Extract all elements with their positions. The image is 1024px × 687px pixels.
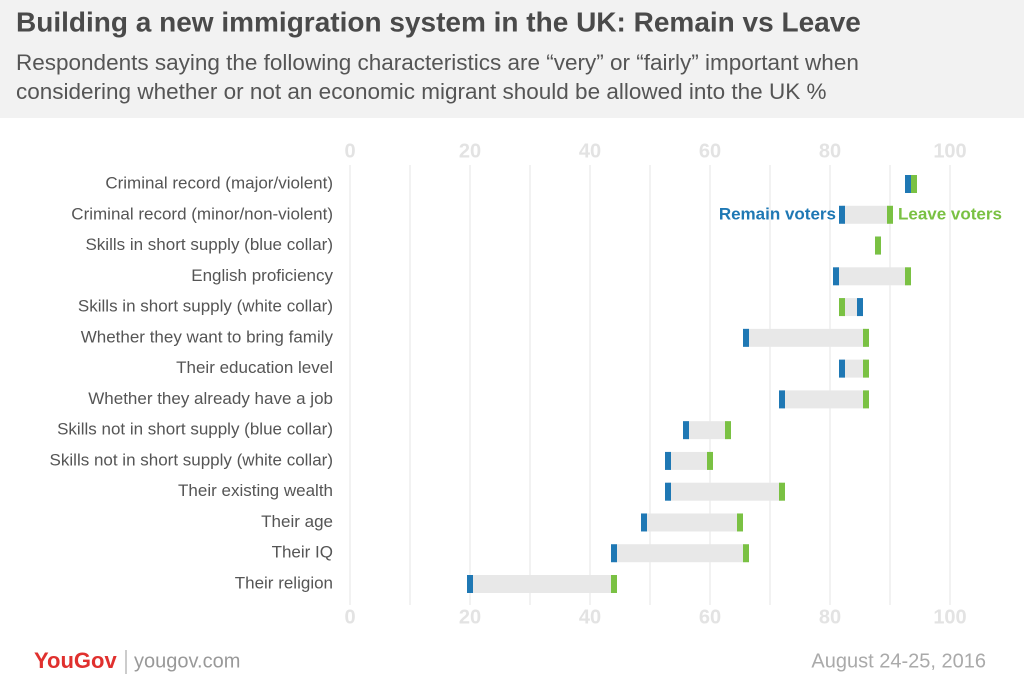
y-tick-label: Skills not in short supply (blue collar): [57, 420, 333, 439]
x-tick-label: 100: [933, 140, 966, 162]
range-band: [836, 267, 908, 286]
legend-label: Leave voters: [898, 204, 1002, 223]
marker: [833, 267, 839, 286]
y-tick-label: Their education level: [176, 358, 333, 377]
x-tick-label: 0: [344, 140, 355, 162]
marker: [905, 175, 911, 193]
y-tick-label: Criminal record (minor/non-violent): [71, 204, 333, 223]
site-link: yougov.com: [134, 650, 240, 672]
marker: [905, 267, 911, 286]
marker: [611, 575, 617, 593]
x-tick-label: 40: [579, 606, 601, 628]
y-tick-label: Their IQ: [272, 543, 333, 562]
range-band: [614, 544, 746, 563]
x-tick-label: 20: [459, 606, 481, 628]
y-tick-label: Their religion: [235, 573, 333, 592]
y-tick-label: Skills not in short supply (white collar…: [50, 450, 333, 469]
marker: [737, 513, 743, 532]
marker: [839, 359, 845, 378]
x-tick-label: 100: [933, 606, 966, 628]
marker: [611, 544, 617, 563]
marker: [887, 205, 893, 224]
range-band: [668, 482, 782, 501]
marker: [863, 328, 869, 347]
range-band: [470, 575, 614, 593]
y-tick-label: Skills in short supply (blue collar): [85, 235, 333, 254]
date: August 24-25, 2016: [811, 650, 986, 672]
marker: [779, 390, 785, 409]
x-tick-label: 20: [459, 140, 481, 162]
marker: [911, 175, 917, 193]
marker: [863, 359, 869, 378]
y-tick-label: English proficiency: [191, 266, 333, 285]
y-tick-label: Whether they already have a job: [88, 389, 333, 408]
marker: [683, 421, 689, 440]
y-tick-label: Their existing wealth: [178, 481, 333, 500]
y-tick-label: Skills in short supply (white collar): [78, 297, 333, 316]
x-tick-label: 60: [699, 606, 721, 628]
x-tick-label: 40: [579, 140, 601, 162]
marker: [839, 298, 845, 317]
marker: [665, 451, 671, 470]
range-band: [782, 390, 866, 409]
x-tick-label: 80: [819, 140, 841, 162]
range-band: [746, 328, 866, 347]
header-band: [0, 0, 1024, 118]
range-band: [842, 359, 866, 378]
brand-logo: YouGov: [34, 648, 117, 673]
x-tick-label: 0: [344, 606, 355, 628]
marker: [875, 236, 881, 255]
marker: [839, 205, 845, 224]
marker: [863, 390, 869, 409]
range-band: [842, 205, 890, 224]
marker: [743, 328, 749, 347]
x-tick-label: 80: [819, 606, 841, 628]
chart-title: Building a new immigration system in the…: [16, 6, 861, 37]
y-tick-label: Whether they want to bring family: [81, 327, 334, 346]
marker: [665, 482, 671, 501]
marker: [641, 513, 647, 532]
range-band: [644, 513, 740, 532]
marker: [857, 298, 863, 317]
x-tick-label: 60: [699, 140, 721, 162]
marker: [743, 544, 749, 563]
chart-subtitle: Respondents saying the following charact…: [16, 50, 859, 75]
range-band: [686, 421, 728, 440]
marker: [725, 421, 731, 440]
range-band: [668, 451, 710, 470]
range-band: [842, 298, 860, 317]
y-tick-label: Their age: [261, 512, 333, 531]
marker: [467, 575, 473, 593]
marker: [779, 482, 785, 501]
marker: [707, 451, 713, 470]
legend-label: Remain voters: [719, 204, 836, 223]
chart-subtitle: considering whether or not an economic m…: [16, 79, 826, 104]
y-tick-label: Criminal record (major/violent): [105, 173, 333, 192]
